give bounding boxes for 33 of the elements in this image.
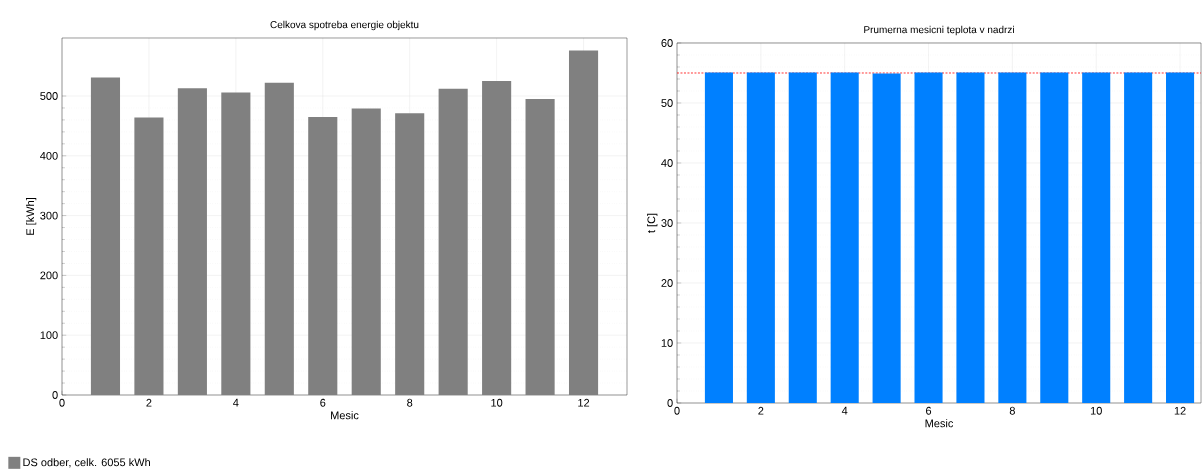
x-tick-label: 6 <box>320 398 326 407</box>
y-tick-label: 30 <box>661 219 673 227</box>
chart-title: Prumerna mesicni teplota v nadrzi <box>864 25 1014 36</box>
y-axis-title: E [kWh] <box>26 198 37 235</box>
y-tick-label: 300 <box>40 211 58 220</box>
y-axis-title: t [C] <box>647 213 658 233</box>
x-tick-label: 8 <box>1009 406 1015 415</box>
y-tick-label: 100 <box>40 331 58 340</box>
y-tick-label: 50 <box>661 99 673 107</box>
x-tick-label: 10 <box>1090 406 1102 415</box>
x-tick-label: 12 <box>1174 406 1186 415</box>
x-tick-label: 2 <box>146 398 152 407</box>
legend-label: DS odber, celk. 6055 kWh <box>23 458 150 468</box>
x-axis-title: Mesic <box>925 419 954 428</box>
x-tick-label: 6 <box>926 406 932 415</box>
x-tick-label: 10 <box>491 398 503 407</box>
x-tick-label: 4 <box>233 398 239 407</box>
x-tick-label: 8 <box>407 398 413 407</box>
x-tick-label: 0 <box>674 406 680 415</box>
y-tick-label: 60 <box>661 39 673 47</box>
y-tick-label: 10 <box>661 339 673 347</box>
y-tick-label: 40 <box>661 159 673 167</box>
chart-title: Celkova spotreba energie objektu <box>270 20 419 31</box>
y-tick-label: 20 <box>661 279 673 287</box>
y-tick-label: 200 <box>40 271 58 280</box>
y-tick-label: 0 <box>52 391 58 399</box>
x-tick-label: 4 <box>841 406 848 415</box>
y-tick-label: 500 <box>40 92 58 100</box>
x-tick-label: 0 <box>59 398 65 407</box>
y-tick-label: 400 <box>40 151 58 160</box>
x-tick-label: 2 <box>758 406 764 415</box>
x-tick-label: 12 <box>578 398 590 407</box>
x-axis-title: Mesic <box>331 411 359 420</box>
